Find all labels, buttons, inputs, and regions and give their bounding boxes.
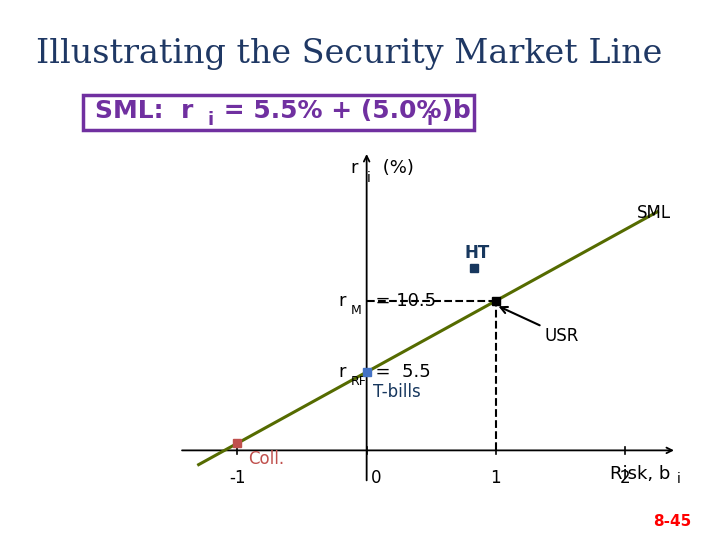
Text: M: M: [351, 304, 362, 318]
Text: i: i: [427, 111, 433, 129]
Text: i: i: [366, 171, 371, 185]
Text: i: i: [207, 111, 214, 129]
Text: r: r: [338, 292, 346, 310]
Text: 1: 1: [490, 469, 501, 487]
Text: 2: 2: [620, 469, 631, 487]
Text: 8-45: 8-45: [653, 514, 691, 529]
Text: Illustrating the Security Market Line: Illustrating the Security Market Line: [36, 38, 662, 70]
Text: HT: HT: [465, 244, 490, 262]
Text: USR: USR: [500, 307, 580, 345]
Text: (%): (%): [377, 159, 414, 177]
Text: RF: RF: [351, 375, 367, 388]
Text: =  5.5: = 5.5: [364, 363, 431, 381]
Text: T-bills: T-bills: [373, 383, 421, 401]
Text: = 10.5: = 10.5: [364, 292, 436, 310]
Text: Risk, b: Risk, b: [610, 464, 670, 483]
Text: SML:  r: SML: r: [95, 99, 194, 123]
Text: Coll.: Coll.: [248, 450, 284, 468]
FancyBboxPatch shape: [84, 94, 474, 130]
Text: -1: -1: [229, 469, 246, 487]
Text: 0: 0: [371, 469, 381, 487]
Text: i: i: [677, 472, 680, 486]
Text: r: r: [338, 363, 346, 381]
Text: r: r: [350, 159, 358, 177]
Text: SML: SML: [636, 204, 671, 222]
Text: = 5.5% + (5.0%)b: = 5.5% + (5.0%)b: [215, 99, 471, 123]
